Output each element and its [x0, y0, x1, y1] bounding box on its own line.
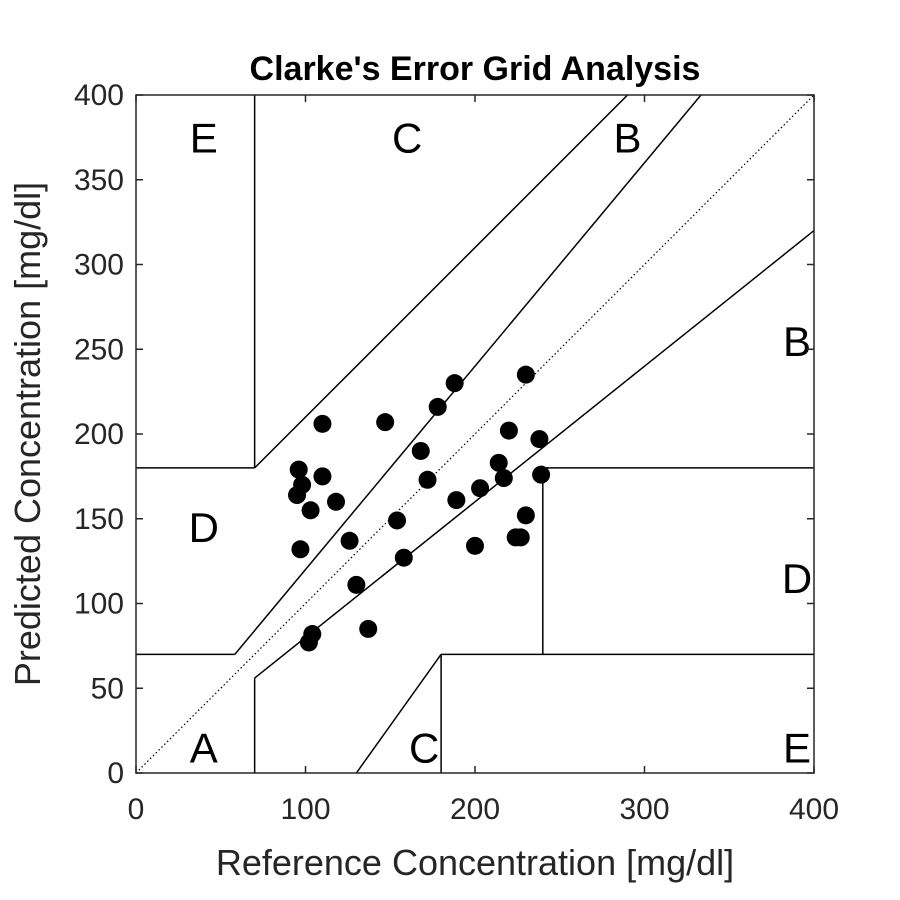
data-point — [494, 469, 513, 488]
data-point — [394, 548, 413, 567]
zone-label-d: D — [782, 555, 812, 602]
zone-label-a: A — [190, 725, 218, 772]
data-point — [347, 575, 366, 594]
identity-line — [135, 94, 815, 774]
x-tick-label: 0 — [128, 793, 145, 826]
y-tick-label: 150 — [74, 503, 124, 536]
y-tick-label: 100 — [74, 588, 124, 621]
data-point — [388, 511, 407, 530]
data-point — [428, 397, 447, 416]
identity-diagonal — [135, 94, 815, 774]
plot-frame — [135, 94, 815, 774]
zone-label-d: D — [189, 504, 219, 551]
zone-label-e: E — [190, 114, 218, 161]
data-point — [313, 467, 332, 486]
data-point — [445, 374, 464, 393]
y-tick-label: 200 — [74, 418, 124, 451]
data-point — [516, 506, 535, 525]
x-tick-label: 100 — [280, 793, 330, 826]
y-tick-label: 0 — [107, 757, 124, 790]
zone-boundary-line-7 — [355, 653, 442, 773]
data-point — [511, 528, 530, 547]
data-point — [301, 501, 320, 520]
x-tick-label: 300 — [619, 793, 669, 826]
data-point — [418, 470, 437, 489]
data-point — [376, 413, 395, 432]
data-point — [327, 492, 346, 511]
zone-boundary-line-2 — [254, 230, 814, 679]
zone-boundary-line-1 — [234, 95, 702, 655]
zone-label-b: B — [614, 114, 642, 161]
data-point — [288, 486, 307, 505]
data-point — [471, 479, 490, 498]
zone-label-e: E — [783, 725, 811, 772]
data-point — [447, 491, 466, 510]
zone-boundary-line-6 — [254, 95, 629, 469]
y-tick-label: 400 — [74, 79, 124, 112]
data-point — [411, 441, 430, 460]
data-point — [291, 540, 310, 559]
y-tick-label: 300 — [74, 249, 124, 282]
y-axis-ticks: 0 50 100 150 200 250 300 350 400 — [74, 79, 814, 790]
data-point — [489, 453, 508, 472]
x-axis-ticks: 0 100 200 300 400 — [128, 95, 839, 826]
zone-label-b: B — [783, 318, 811, 365]
data-point — [532, 465, 551, 484]
y-axis-label: Predicted Concentration [mg/dl] — [7, 182, 48, 686]
data-point — [516, 365, 535, 384]
data-point — [299, 633, 318, 652]
chart-title: Clarke's Error Grid Analysis — [250, 50, 701, 88]
y-tick-label: 250 — [74, 333, 124, 366]
x-tick-label: 200 — [450, 793, 500, 826]
data-point — [499, 421, 518, 440]
data-point — [530, 430, 549, 449]
x-tick-label: 400 — [789, 793, 839, 826]
zone-label-c: C — [409, 725, 439, 772]
data-point — [359, 619, 378, 638]
data-point — [340, 531, 359, 550]
x-axis-label: Reference Concentration [mg/dl] — [216, 842, 734, 883]
y-tick-label: 50 — [91, 672, 124, 705]
zone-label-c: C — [392, 114, 422, 161]
zone-boundaries — [136, 95, 814, 773]
zone-labels: E C B B D D A C E — [189, 114, 813, 771]
y-tick-label: 350 — [74, 164, 124, 197]
data-points — [288, 365, 551, 652]
data-point — [466, 536, 484, 555]
data-point — [289, 460, 308, 479]
data-point — [313, 414, 332, 433]
